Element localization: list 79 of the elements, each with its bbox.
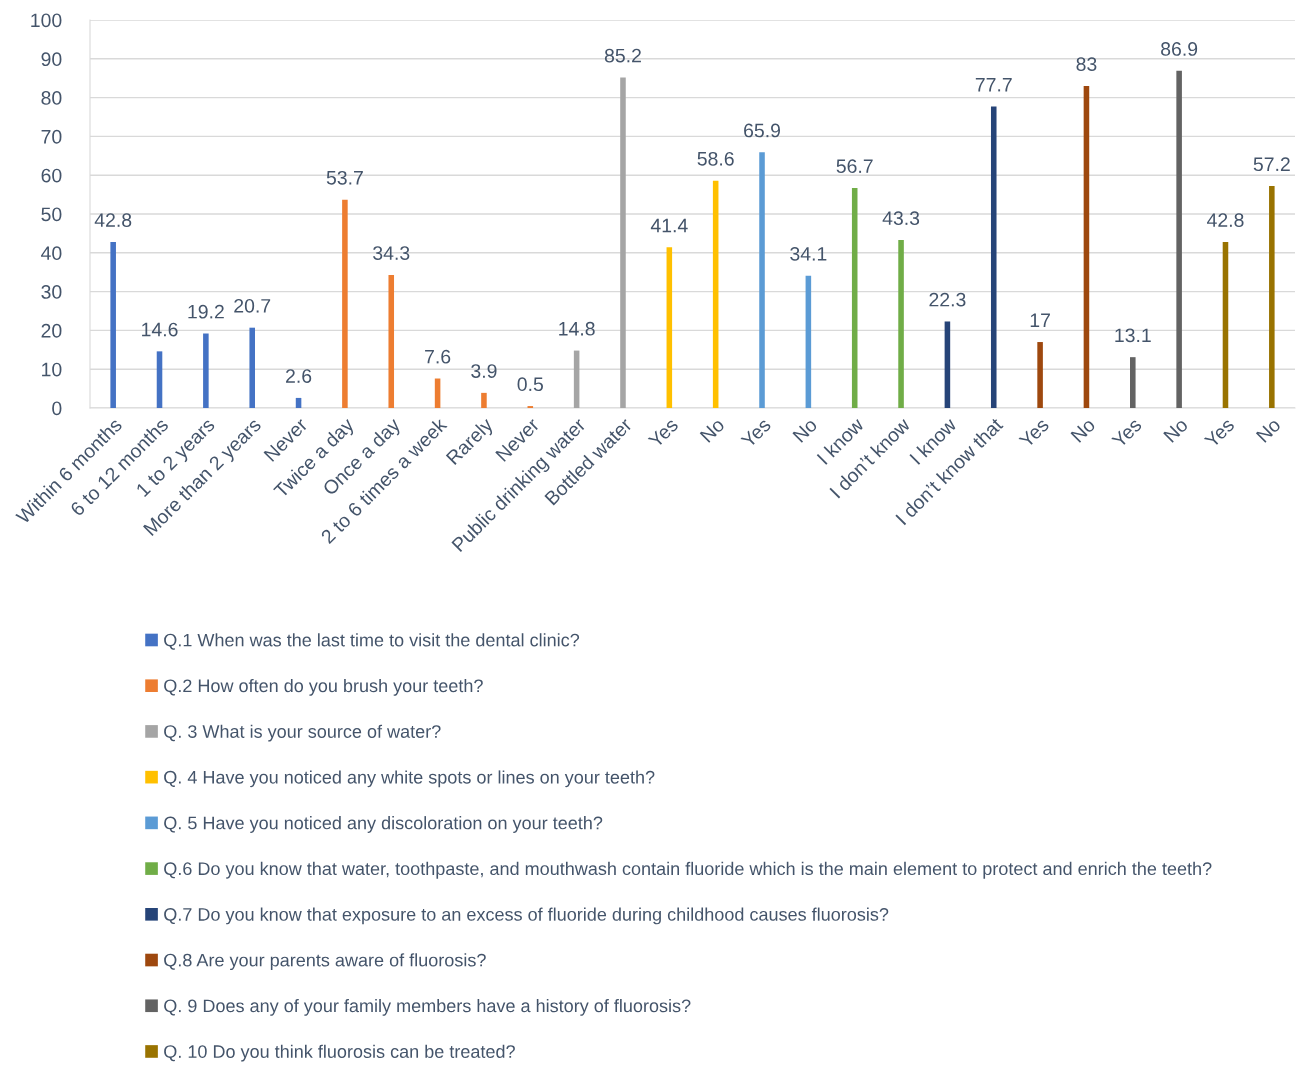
data-label: 22.3 — [929, 292, 966, 307]
data-label: 13.1 — [1115, 328, 1151, 343]
data-label: 34.1 — [790, 246, 827, 261]
bar — [620, 77, 626, 408]
bar — [1269, 186, 1275, 408]
data-label: 85.2 — [604, 48, 641, 63]
x-tick-label: Yes — [1203, 417, 1236, 449]
legend-label: Q.6 Do you know that water, toothpaste, and mouthwash contain fluoride which is the main element to protect and enrich the teeth? — [164, 861, 1212, 879]
y-tick-label: 70 — [41, 129, 62, 144]
bar — [1222, 241, 1229, 408]
data-label: 14.6 — [142, 322, 178, 337]
data-label: 20.7 — [234, 298, 271, 313]
bar — [851, 188, 858, 408]
data-label: 43.3 — [882, 211, 920, 226]
x-tick-label: Yes — [1111, 417, 1143, 449]
data-label: 41.4 — [650, 218, 688, 233]
data-label: 65.9 — [744, 123, 781, 138]
legend-label: Q. 5 Have you noticed any discoloration on your teeth? — [164, 816, 603, 833]
data-label: 53.7 — [326, 170, 363, 185]
bar — [110, 241, 116, 408]
x-tick-label: No — [1163, 417, 1189, 443]
data-label: 42.8 — [94, 213, 132, 227]
x-tick-label: No — [1070, 417, 1096, 443]
data-label: 83 — [1076, 57, 1097, 72]
bar — [342, 199, 348, 408]
bar — [712, 180, 719, 408]
bar — [990, 106, 997, 408]
data-label: 77.7 — [975, 78, 1012, 92]
bar — [1176, 70, 1182, 408]
legend-label: Q. 3 What is your source of water? — [164, 724, 441, 742]
bar — [1130, 357, 1136, 408]
y-tick-label: 90 — [41, 52, 62, 67]
legend-label: Q.2 How often do you brush your teeth? — [164, 678, 483, 696]
x-tick-label: No — [792, 417, 818, 443]
data-label: 7.6 — [425, 349, 451, 364]
x-tick-label: Yes — [740, 417, 772, 449]
bar — [944, 321, 951, 408]
y-tick-label: 60 — [41, 168, 62, 183]
x-tick-label: No — [1255, 417, 1282, 443]
y-tick-label: 50 — [41, 207, 62, 222]
data-label: 17 — [1030, 313, 1050, 327]
y-tick-label: 40 — [41, 246, 62, 261]
data-label: 19.2 — [188, 304, 224, 319]
data-label: 0.5 — [517, 377, 543, 392]
bar — [898, 240, 904, 408]
data-label: 42.8 — [1207, 213, 1244, 227]
data-label: 56.7 — [836, 159, 873, 174]
bar — [759, 152, 765, 408]
data-label: 14.8 — [559, 321, 595, 336]
y-tick-label: 80 — [41, 91, 62, 105]
bar — [388, 274, 395, 408]
bar — [203, 333, 209, 408]
legend-label: Q. 4 Have you noticed any white spots or lines on your teeth? — [164, 770, 655, 788]
legend-label: Q.8 Are your parents aware of fluorosis? — [164, 953, 486, 971]
data-label: 2.6 — [286, 369, 312, 383]
y-tick-label: 0 — [52, 401, 62, 416]
bar — [666, 247, 673, 408]
data-label: 3.9 — [471, 364, 497, 378]
legend-label: Q. 9 Does any of your family members have a history of fluorosis? — [164, 998, 691, 1016]
legend-label: Q.1 When was the last time to visit the dental clinic? — [164, 633, 580, 650]
data-label: 34.3 — [373, 246, 410, 260]
x-tick-label: No — [699, 417, 726, 443]
bar — [1083, 85, 1090, 408]
bar — [805, 275, 812, 408]
bar — [249, 327, 255, 408]
data-label: 58.6 — [697, 151, 734, 166]
y-tick-label: 20 — [41, 323, 62, 338]
legend-label: Q. 10 Do you think fluorosis can be treated? — [164, 1044, 515, 1062]
bar — [481, 392, 487, 408]
x-tick-label: Yes — [1018, 417, 1050, 449]
legend-label: Q.7 Do you know that exposure to an excess of fluoride during childhood causes fluorosis? — [164, 907, 889, 925]
y-tick-label: 10 — [42, 362, 62, 377]
data-label: 57.2 — [1253, 157, 1290, 172]
bar — [156, 351, 163, 408]
data-label: 86.9 — [1161, 42, 1198, 56]
x-tick-label: Yes — [647, 417, 679, 449]
y-tick-label: 100 — [31, 13, 62, 28]
y-tick-label: 30 — [41, 285, 62, 299]
bar — [1037, 342, 1043, 408]
